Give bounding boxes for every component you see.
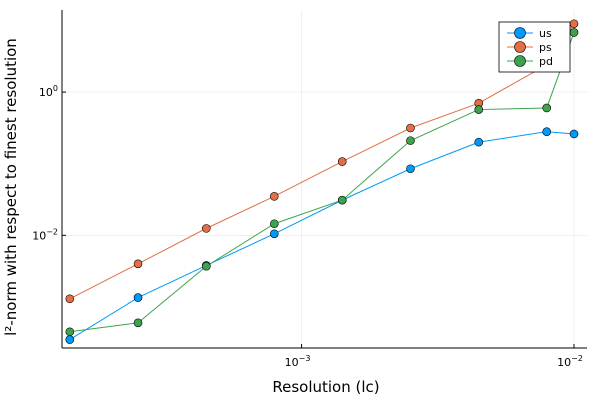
legend-label-pd: pd	[539, 55, 553, 68]
series-pd	[65, 28, 579, 337]
data-point-us	[474, 137, 484, 147]
data-point-pd	[269, 219, 279, 229]
legend-marker-us	[514, 27, 526, 39]
data-point-ps	[133, 259, 143, 269]
y-tick-label: 10−2	[32, 227, 58, 242]
data-point-pd	[65, 327, 75, 337]
y-tick-label: 100	[39, 84, 58, 99]
data-point-pd	[202, 261, 211, 271]
legend-label-ps: ps	[539, 41, 552, 54]
data-point-ps	[269, 192, 279, 201]
data-point-pd	[133, 318, 143, 328]
data-point-pd	[337, 195, 347, 205]
series-layer	[65, 19, 579, 344]
tick-marks: 10−3 10−2 10−2 100	[32, 84, 583, 369]
data-point-us	[269, 229, 279, 239]
data-point-pd	[542, 103, 552, 113]
data-point-ps	[406, 123, 415, 133]
data-point-us	[133, 293, 143, 302]
data-point-ps	[202, 224, 211, 233]
data-point-pd	[406, 136, 415, 145]
data-point-pd	[474, 105, 484, 114]
x-axis-label: Resolution (lc)	[272, 378, 379, 396]
legend-label-us: us	[539, 27, 552, 40]
data-point-ps	[65, 294, 75, 304]
x-tick-label: 10−3	[285, 354, 311, 369]
legend-marker-pd	[514, 55, 526, 67]
data-point-us	[65, 335, 75, 344]
x-tick-label: 10−2	[557, 354, 583, 369]
y-axis-label: l²-norm with respect to finest resolutio…	[2, 38, 20, 336]
data-point-us	[569, 129, 579, 139]
axes-frame	[61, 10, 587, 349]
legend-marker-ps	[514, 41, 526, 53]
data-point-us	[406, 164, 415, 174]
data-point-ps	[569, 19, 579, 29]
grid-lines	[62, 10, 587, 348]
data-point-ps	[337, 157, 347, 166]
data-point-us	[542, 127, 552, 136]
data-point-pd	[569, 28, 579, 37]
